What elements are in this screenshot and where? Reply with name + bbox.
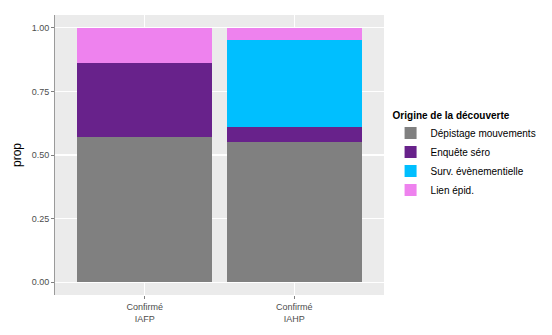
svg-text:Dépistage mouvements: Dépistage mouvements: [431, 128, 536, 139]
svg-text:0.50: 0.50: [32, 150, 50, 160]
svg-text:ConfirméIAFP: ConfirméIAFP: [126, 302, 163, 324]
svg-text:Surv. évènementielle: Surv. évènementielle: [431, 166, 524, 177]
svg-text:1.00: 1.00: [32, 23, 50, 33]
svg-text:Origine de la découverte: Origine de la découverte: [393, 110, 510, 121]
svg-text:0.75: 0.75: [32, 87, 50, 97]
svg-text:ConfirméIAHP: ConfirméIAHP: [276, 302, 313, 324]
svg-text:Enquête séro: Enquête séro: [431, 147, 491, 158]
svg-text:0.25: 0.25: [32, 214, 50, 224]
svg-text:0.00: 0.00: [32, 277, 50, 287]
svg-text:prop: prop: [10, 143, 24, 167]
svg-text:Lien épid.: Lien épid.: [431, 185, 474, 196]
